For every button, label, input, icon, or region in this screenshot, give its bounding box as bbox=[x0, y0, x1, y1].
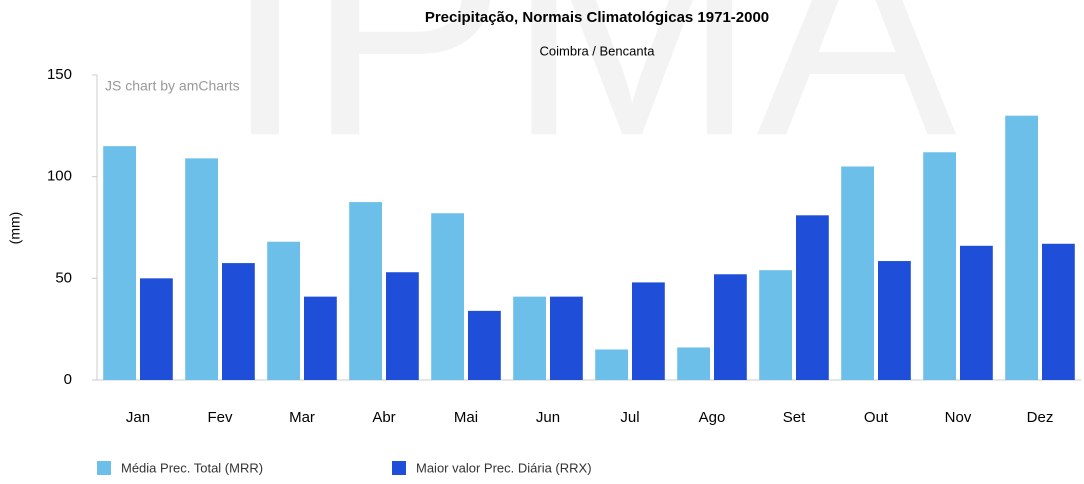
bar bbox=[796, 215, 829, 380]
bar bbox=[1042, 243, 1075, 380]
bar bbox=[349, 202, 382, 380]
x-tick-label: Out bbox=[864, 409, 889, 426]
bar bbox=[513, 296, 546, 380]
bar bbox=[468, 310, 501, 380]
x-tick-label: Set bbox=[783, 409, 806, 426]
bar bbox=[841, 166, 874, 380]
bar bbox=[431, 213, 464, 380]
x-tick-label: Jul bbox=[620, 409, 639, 426]
bar bbox=[759, 270, 792, 380]
bar bbox=[1005, 115, 1038, 381]
x-tick-label: Fev bbox=[207, 409, 233, 426]
y-axis-label: (mm) bbox=[7, 212, 23, 245]
bar bbox=[878, 261, 911, 380]
x-tick-label: Abr bbox=[372, 409, 395, 426]
bar bbox=[923, 152, 956, 380]
chart-subtitle: Coimbra / Bencanta bbox=[540, 43, 656, 58]
x-tick-label: Jun bbox=[536, 409, 560, 426]
bar bbox=[677, 347, 710, 380]
bar bbox=[304, 296, 337, 380]
x-tick-label: Nov bbox=[945, 409, 972, 426]
legend-swatch bbox=[392, 461, 406, 475]
x-tick-label: Mai bbox=[454, 409, 478, 426]
legend-label: Média Prec. Total (MRR) bbox=[121, 460, 263, 475]
x-tick-label: Dez bbox=[1027, 409, 1054, 426]
legend-label: Maior valor Prec. Diária (RRX) bbox=[416, 460, 592, 475]
bar bbox=[185, 158, 218, 380]
bar bbox=[267, 241, 300, 380]
chart-title: Precipitação, Normais Climatológicas 197… bbox=[425, 9, 769, 26]
bar bbox=[632, 282, 665, 380]
bar bbox=[140, 278, 173, 380]
bar bbox=[550, 296, 583, 380]
legend-swatch bbox=[97, 461, 111, 475]
y-tick-label: 150 bbox=[47, 66, 72, 83]
watermark: IPMA bbox=[223, 0, 958, 198]
y-tick-label: 50 bbox=[55, 269, 72, 286]
bar bbox=[386, 272, 419, 380]
x-tick-label: Ago bbox=[699, 409, 726, 426]
y-tick-label: 0 bbox=[64, 371, 72, 388]
bar bbox=[222, 263, 255, 380]
bar bbox=[714, 274, 747, 380]
bar bbox=[103, 146, 136, 380]
y-tick-label: 100 bbox=[47, 168, 72, 185]
x-tick-label: Jan bbox=[126, 409, 150, 426]
bar bbox=[960, 245, 993, 380]
credit: JS chart by amCharts bbox=[105, 78, 240, 94]
bar bbox=[595, 349, 628, 380]
x-tick-label: Mar bbox=[289, 409, 315, 426]
